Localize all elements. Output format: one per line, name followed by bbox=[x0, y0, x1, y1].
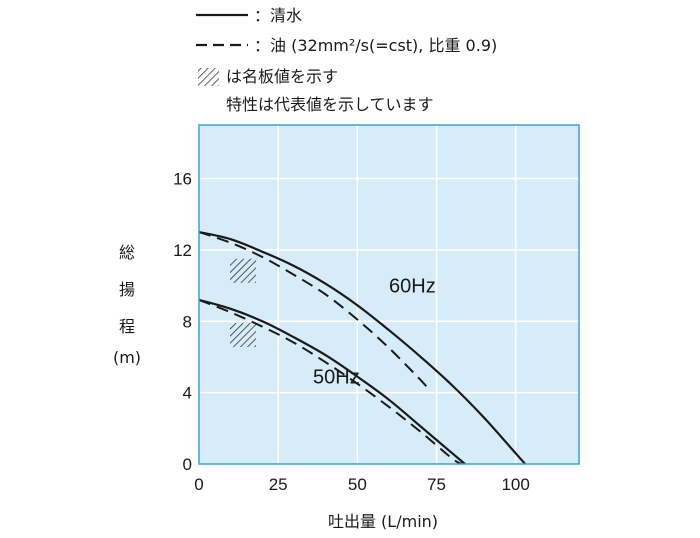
legend-hatch-swatch bbox=[198, 68, 219, 86]
x-tick-label-3: 75 bbox=[427, 475, 446, 494]
series-label-50Hz: 50Hz bbox=[313, 367, 360, 389]
rated-point-hatch-0 bbox=[230, 258, 256, 283]
x-tick-label-0: 0 bbox=[194, 475, 203, 494]
legend-hatch-text-2: 特性は代表値を示しています bbox=[226, 95, 434, 114]
series-lines bbox=[198, 231, 527, 465]
plot-frame bbox=[198, 124, 580, 465]
rated-point-markers bbox=[230, 258, 256, 348]
legend-dashed-text: ：油 (32mm²/s(=cst), 比重 0.9) bbox=[254, 36, 497, 55]
rated-point-hatch-1 bbox=[230, 323, 256, 348]
y-axis-label: 総 揚 程 (m) bbox=[113, 243, 141, 367]
x-tick-label-4: 100 bbox=[501, 475, 529, 494]
y-tick-label-0: 0 bbox=[183, 455, 192, 474]
legend-solid-text: ：清水 bbox=[254, 6, 302, 25]
x-tick-label-1: 25 bbox=[269, 475, 288, 494]
y-axis-label-char-2: 揚 bbox=[119, 280, 135, 299]
series-line-60Hz-solid bbox=[198, 231, 527, 465]
y-tick-label-2: 8 bbox=[183, 312, 192, 331]
series-line-50Hz-solid bbox=[198, 298, 466, 465]
series-labels: 60Hz 50Hz bbox=[313, 276, 436, 389]
y-axis-label-char-4: (m) bbox=[113, 348, 141, 367]
y-tick-label-3: 12 bbox=[173, 241, 192, 260]
y-tick-label-4: 16 bbox=[173, 170, 192, 189]
series-line-50Hz-dashed bbox=[198, 298, 463, 465]
x-tick-label-2: 50 bbox=[348, 475, 367, 494]
legend: ：清水 ：油 (32mm²/s(=cst), 比重 0.9) は名板値を示す 特… bbox=[196, 6, 497, 114]
y-tick-label-1: 4 bbox=[183, 384, 192, 403]
y-axis-label-char-3: 程 bbox=[119, 317, 135, 336]
series-label-60Hz: 60Hz bbox=[389, 276, 436, 298]
x-axis-label: 吐出量 (L/min) bbox=[328, 512, 438, 531]
y-axis-label-char-1: 総 bbox=[119, 243, 135, 262]
series-line-60Hz-dashed bbox=[198, 231, 431, 392]
legend-hatch-text-1: は名板値を示す bbox=[226, 67, 338, 86]
y-tick-labels: 0 4 8 12 16 bbox=[173, 170, 192, 474]
x-tick-labels: 0 25 50 75 100 bbox=[194, 475, 530, 494]
